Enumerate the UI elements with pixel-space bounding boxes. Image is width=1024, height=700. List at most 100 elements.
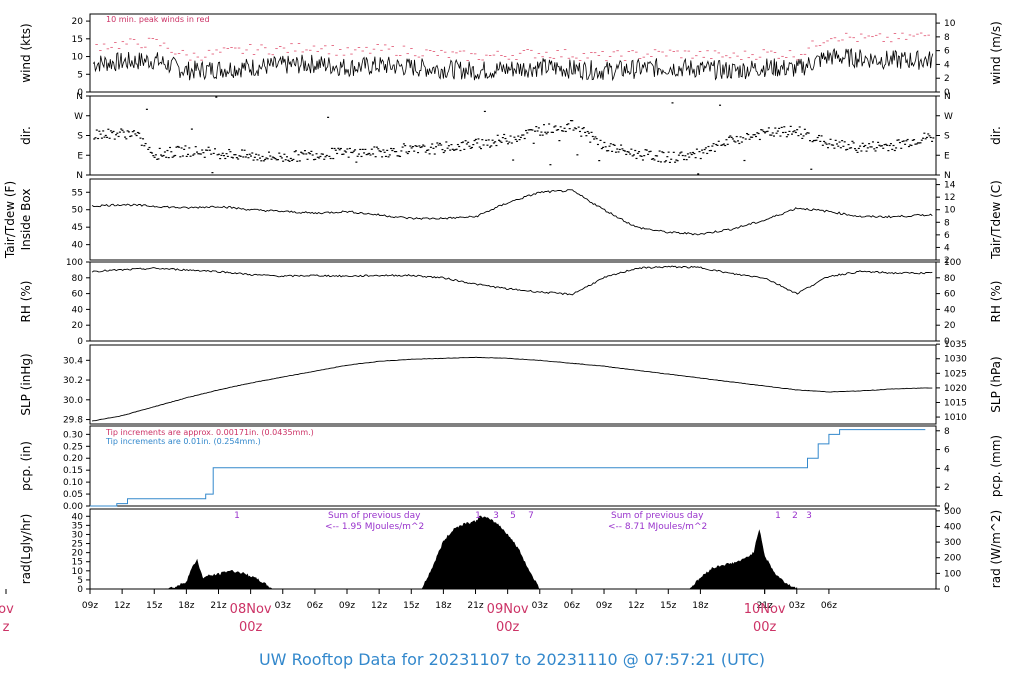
y-tick-label-left: 55 [72, 188, 83, 198]
x-tick-label: 09z [596, 601, 612, 611]
day-hour-label: 00z [239, 620, 263, 635]
slp-series [92, 356, 933, 422]
rad-day3 [688, 529, 798, 590]
x-tick-label: 12z [371, 601, 387, 611]
day-label: 10Nov [744, 602, 786, 617]
y-tick-label-right: 6 [944, 47, 950, 57]
y-tick-label-right: 60 [944, 290, 956, 300]
panel-temp: 40 45 50 55 2 4 6 8 10 12 14 Tair/Tdew (F) Inside Bo… [3, 178, 1003, 266]
y-tick-label-left: 5 [77, 70, 83, 80]
y-tick-label-left: 0 [77, 585, 83, 595]
day-hour-label: z [3, 620, 10, 635]
y-tick-label-right: 12 [944, 193, 955, 203]
y-tick-label-left: 5 [77, 576, 83, 586]
rad-note-title: Sum of previous day [328, 511, 421, 521]
y-tick-label-left: 45 [72, 223, 83, 233]
x-tick-label: 18z [435, 601, 451, 611]
y-tick-label-left: 20 [72, 17, 84, 27]
y-axis-label-left: rad(Lgly/hr) [19, 514, 33, 585]
y-tick-label-right: 4 [944, 60, 950, 70]
rad-note-title: Sum of previous day [611, 511, 704, 521]
y-axis-label-left: pcp. (in) [19, 441, 33, 491]
rad-mark: 1 [475, 511, 481, 521]
y-tick-label-left: 0.15 [63, 466, 83, 476]
rad-mark: 2 [792, 511, 798, 521]
rad-note-sum: <-- 8.71 MJoules/m^2 [608, 522, 707, 532]
y-axis-label-right: pcp. (mm) [989, 435, 1003, 497]
x-tick-label: 03z [789, 601, 805, 611]
y-tick-label-right: 10 [944, 206, 956, 216]
rad-mark: 1 [775, 511, 781, 521]
x-tick-label: 03z [532, 601, 548, 611]
rad-mark: 3 [806, 511, 812, 521]
day-hour-label: 00z [753, 620, 777, 635]
y-tick-label-right: 6 [944, 231, 950, 241]
day-label: 09Nov [487, 602, 529, 617]
y-tick-label-right: 8 [944, 218, 950, 228]
y-tick-label-left: 100 [66, 258, 83, 268]
y-axis-label-left: wind (kts) [19, 23, 33, 82]
y-tick-label-right: E [944, 151, 950, 161]
y-tick-label-right: 4 [944, 464, 950, 474]
y-tick-label-left: 35 [72, 521, 83, 531]
y-tick-label-right: 80 [944, 274, 956, 284]
y-tick-label-right: 1020 [944, 384, 967, 394]
y-tick-label-left: 30 [72, 530, 84, 540]
y-axis-label-left: Inside Box [19, 189, 33, 251]
y-tick-label-left: 10 [72, 53, 84, 63]
y-axis-label-left: SLP (inHg) [19, 353, 33, 415]
rad-mark: 5 [510, 511, 516, 521]
panel-frame [89, 261, 937, 342]
y-tick-label-left: N [76, 92, 83, 102]
y-tick-label-right: 1035 [944, 340, 967, 350]
x-tick-label: 06z [307, 601, 323, 611]
y-tick-label-left: 60 [72, 290, 84, 300]
panel-frame [89, 13, 937, 93]
y-tick-label-right: 0 [944, 585, 950, 595]
y-tick-label-left: 0.30 [63, 430, 83, 440]
y-tick-label-right: 2 [944, 256, 950, 266]
rad-mark: 7 [528, 511, 534, 521]
wind-note: 10 min. peak winds in red [106, 15, 210, 24]
y-tick-label-right: 10 [944, 19, 956, 29]
y-tick-label-right: 0 [944, 502, 950, 512]
y-axis-label-left: dir. [19, 126, 33, 145]
x-tick-label: 21z [210, 601, 226, 611]
y-tick-label-right: 8 [944, 427, 950, 437]
y-tick-label-left: E [77, 151, 83, 161]
panel-frame [89, 425, 937, 507]
rad-day1 [164, 558, 273, 590]
panel-wind: 0 5 10 15 20 0 2 4 6 8 10 wind (kts) wind (m/s) 10 mi… [19, 13, 1003, 98]
y-tick-label-left: 80 [72, 274, 84, 284]
x-tick-label: 21z [467, 601, 483, 611]
panel-frame [89, 344, 937, 425]
panel-frame [89, 178, 937, 261]
y-axis-label-right: wind (m/s) [989, 21, 1003, 85]
y-tick-label-right: W [944, 112, 953, 122]
y-axis-label-right: Tair/Tdew (C) [989, 180, 1003, 260]
y-tick-label-left: 30.0 [63, 396, 83, 406]
panel-slp: 29.8 30.0 30.2 30.4 1010 1015 1020 1025 1030 1035… [19, 340, 1003, 425]
y-tick-label-right: 400 [944, 522, 961, 532]
y-tick-label-right: 1015 [944, 398, 967, 408]
x-tick-label: 03z [275, 601, 291, 611]
y-axis-label-right: dir. [989, 126, 1003, 145]
y-tick-label-left: 0.05 [63, 490, 83, 500]
x-tick-label: 18z [692, 601, 708, 611]
rh-series [91, 265, 933, 296]
day-label: 08Nov [230, 602, 272, 617]
y-tick-label-right: 20 [944, 321, 956, 331]
rad-mark: 3 [493, 511, 499, 521]
y-tick-label-left: 15 [72, 558, 83, 568]
y-tick-label-left: 20 [72, 321, 84, 331]
y-tick-label-right: 100 [944, 258, 961, 268]
y-tick-label-right: 6 [944, 446, 950, 456]
y-tick-label-right: 2 [944, 483, 950, 493]
pcp-note-blue: Tip increments are 0.01in. (0.254mm.) [105, 437, 261, 446]
y-tick-label-right: 1025 [944, 369, 967, 379]
y-tick-label-right: 0 [944, 88, 950, 98]
x-tick-label: 15z [403, 601, 419, 611]
y-tick-label-left: 40 [72, 241, 84, 251]
rad-note-sum: <-- 1.95 MJoules/m^2 [325, 522, 424, 532]
